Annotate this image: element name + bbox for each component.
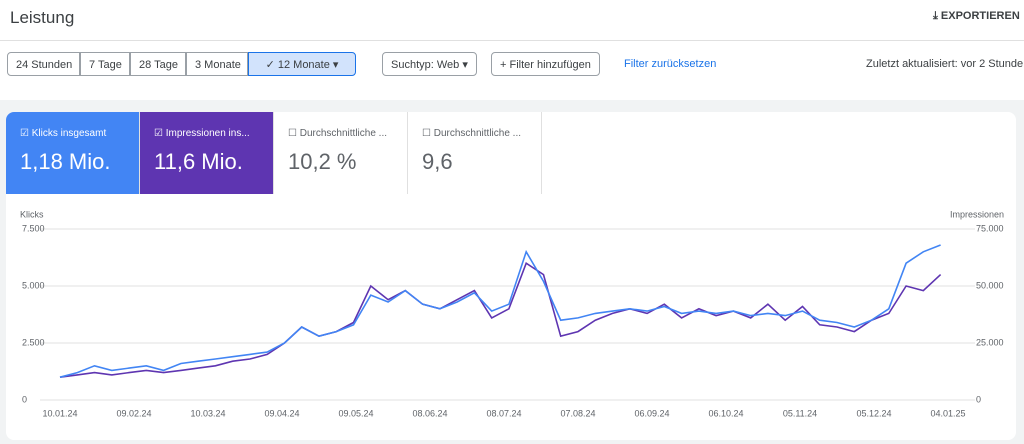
x-tick-label: 05.11.24: [783, 408, 817, 418]
metric-label-text: Klicks insgesamt: [31, 128, 107, 139]
metric-card[interactable]: ☑ Impressionen ins... 11,6 Mio.: [140, 112, 274, 194]
metric-card[interactable]: ☐ Durchschnittliche ... 9,6: [408, 112, 542, 194]
metric-value: 9,6: [422, 149, 453, 174]
y2-tick-label: 75.000: [976, 223, 1004, 233]
title: Leistung: [10, 8, 75, 27]
updated: Zuletzt aktualisiert: vor 2 Stunde: [866, 58, 1024, 70]
metric-label-text: Durchschnittliche ...: [299, 128, 388, 139]
y-tick-label: 7.500: [22, 223, 45, 233]
x-tick-label: 06.09.24: [634, 408, 669, 418]
x-tick-label: 09.04.24: [264, 408, 299, 418]
range-chip[interactable]: 24 Stunden: [7, 52, 80, 76]
x-tick-label: 10.03.24: [190, 408, 225, 418]
metric-card[interactable]: ☑ Klicks insgesamt 1,18 Mio.: [6, 112, 140, 194]
x-tick-label: 09.02.24: [116, 408, 151, 418]
add-filter[interactable]: + Filter hinzufügen: [491, 52, 600, 76]
metric-value: 1,18 Mio.: [20, 149, 111, 174]
divider: [0, 40, 1024, 41]
metric-label: ☐ Durchschnittliche ...: [288, 128, 388, 139]
metric-label-text: Impressionen ins...: [165, 128, 250, 139]
export-button[interactable]: ⤓ EXPORTIEREN: [933, 10, 1020, 22]
x-tick-label: 08.06.24: [412, 408, 447, 418]
y-tick-label: 0: [22, 394, 27, 404]
range-chip[interactable]: 28 Tage: [130, 52, 186, 76]
range-chip[interactable]: 3 Monate: [186, 52, 248, 76]
x-tick-label: 05.12.24: [856, 408, 891, 418]
x-tick-label: 07.08.24: [560, 408, 595, 418]
reset-filter[interactable]: Filter zurücksetzen: [624, 58, 717, 70]
x-tick-label: 04.01.25: [930, 408, 965, 418]
search-type-label: Suchtyp: Web: [391, 59, 460, 71]
series-line: [59, 244, 941, 378]
y2-axis-title: Impressionen: [950, 209, 1004, 219]
range-label: 7 Tage: [89, 59, 122, 71]
x-tick-label: 09.05.24: [338, 408, 373, 418]
series-line: [59, 261, 942, 378]
range-label: 28 Tage: [139, 59, 178, 71]
metric-label-text: Durchschnittliche ...: [433, 128, 522, 139]
y-tick-label: 5.000: [22, 280, 45, 290]
metric-value: 10,2 %: [288, 149, 357, 174]
export-label: EXPORTIEREN: [940, 10, 1020, 22]
range-chip[interactable]: ✓ 12 Monate ▾: [248, 52, 356, 76]
toolbar: Leistung ⤓ EXPORTIEREN 24 Stunden 7 Tage 2…: [0, 0, 1024, 100]
metric-label: ☑ Klicks insgesamt: [20, 128, 107, 139]
search-type[interactable]: Suchtyp: Web ▾: [382, 52, 477, 76]
x-tick-label: 10.01.24: [42, 408, 77, 418]
range-label: 12 Monate: [277, 59, 330, 71]
y2-tick-label: 0: [976, 394, 981, 404]
metric-label: ☑ Impressionen ins...: [154, 128, 250, 139]
range-label: 24 Stunden: [16, 59, 73, 71]
range-label: 3 Monate: [195, 59, 241, 71]
y2-tick-label: 50.000: [976, 280, 1004, 290]
y-axis-title: Klicks: [20, 209, 44, 219]
add-filter-label: Filter hinzufügen: [509, 59, 591, 71]
y-tick-label: 2.500: [22, 337, 45, 347]
y2-tick-label: 25.000: [976, 337, 1004, 347]
metric-value: 11,6 Mio.: [154, 149, 243, 174]
metric-card[interactable]: ☐ Durchschnittliche ... 10,2 %: [274, 112, 408, 194]
metric-label: ☐ Durchschnittliche ...: [422, 128, 522, 139]
range-chip[interactable]: 7 Tage: [80, 52, 130, 76]
x-tick-label: 06.10.24: [708, 408, 743, 418]
x-tick-label: 08.07.24: [486, 408, 521, 418]
